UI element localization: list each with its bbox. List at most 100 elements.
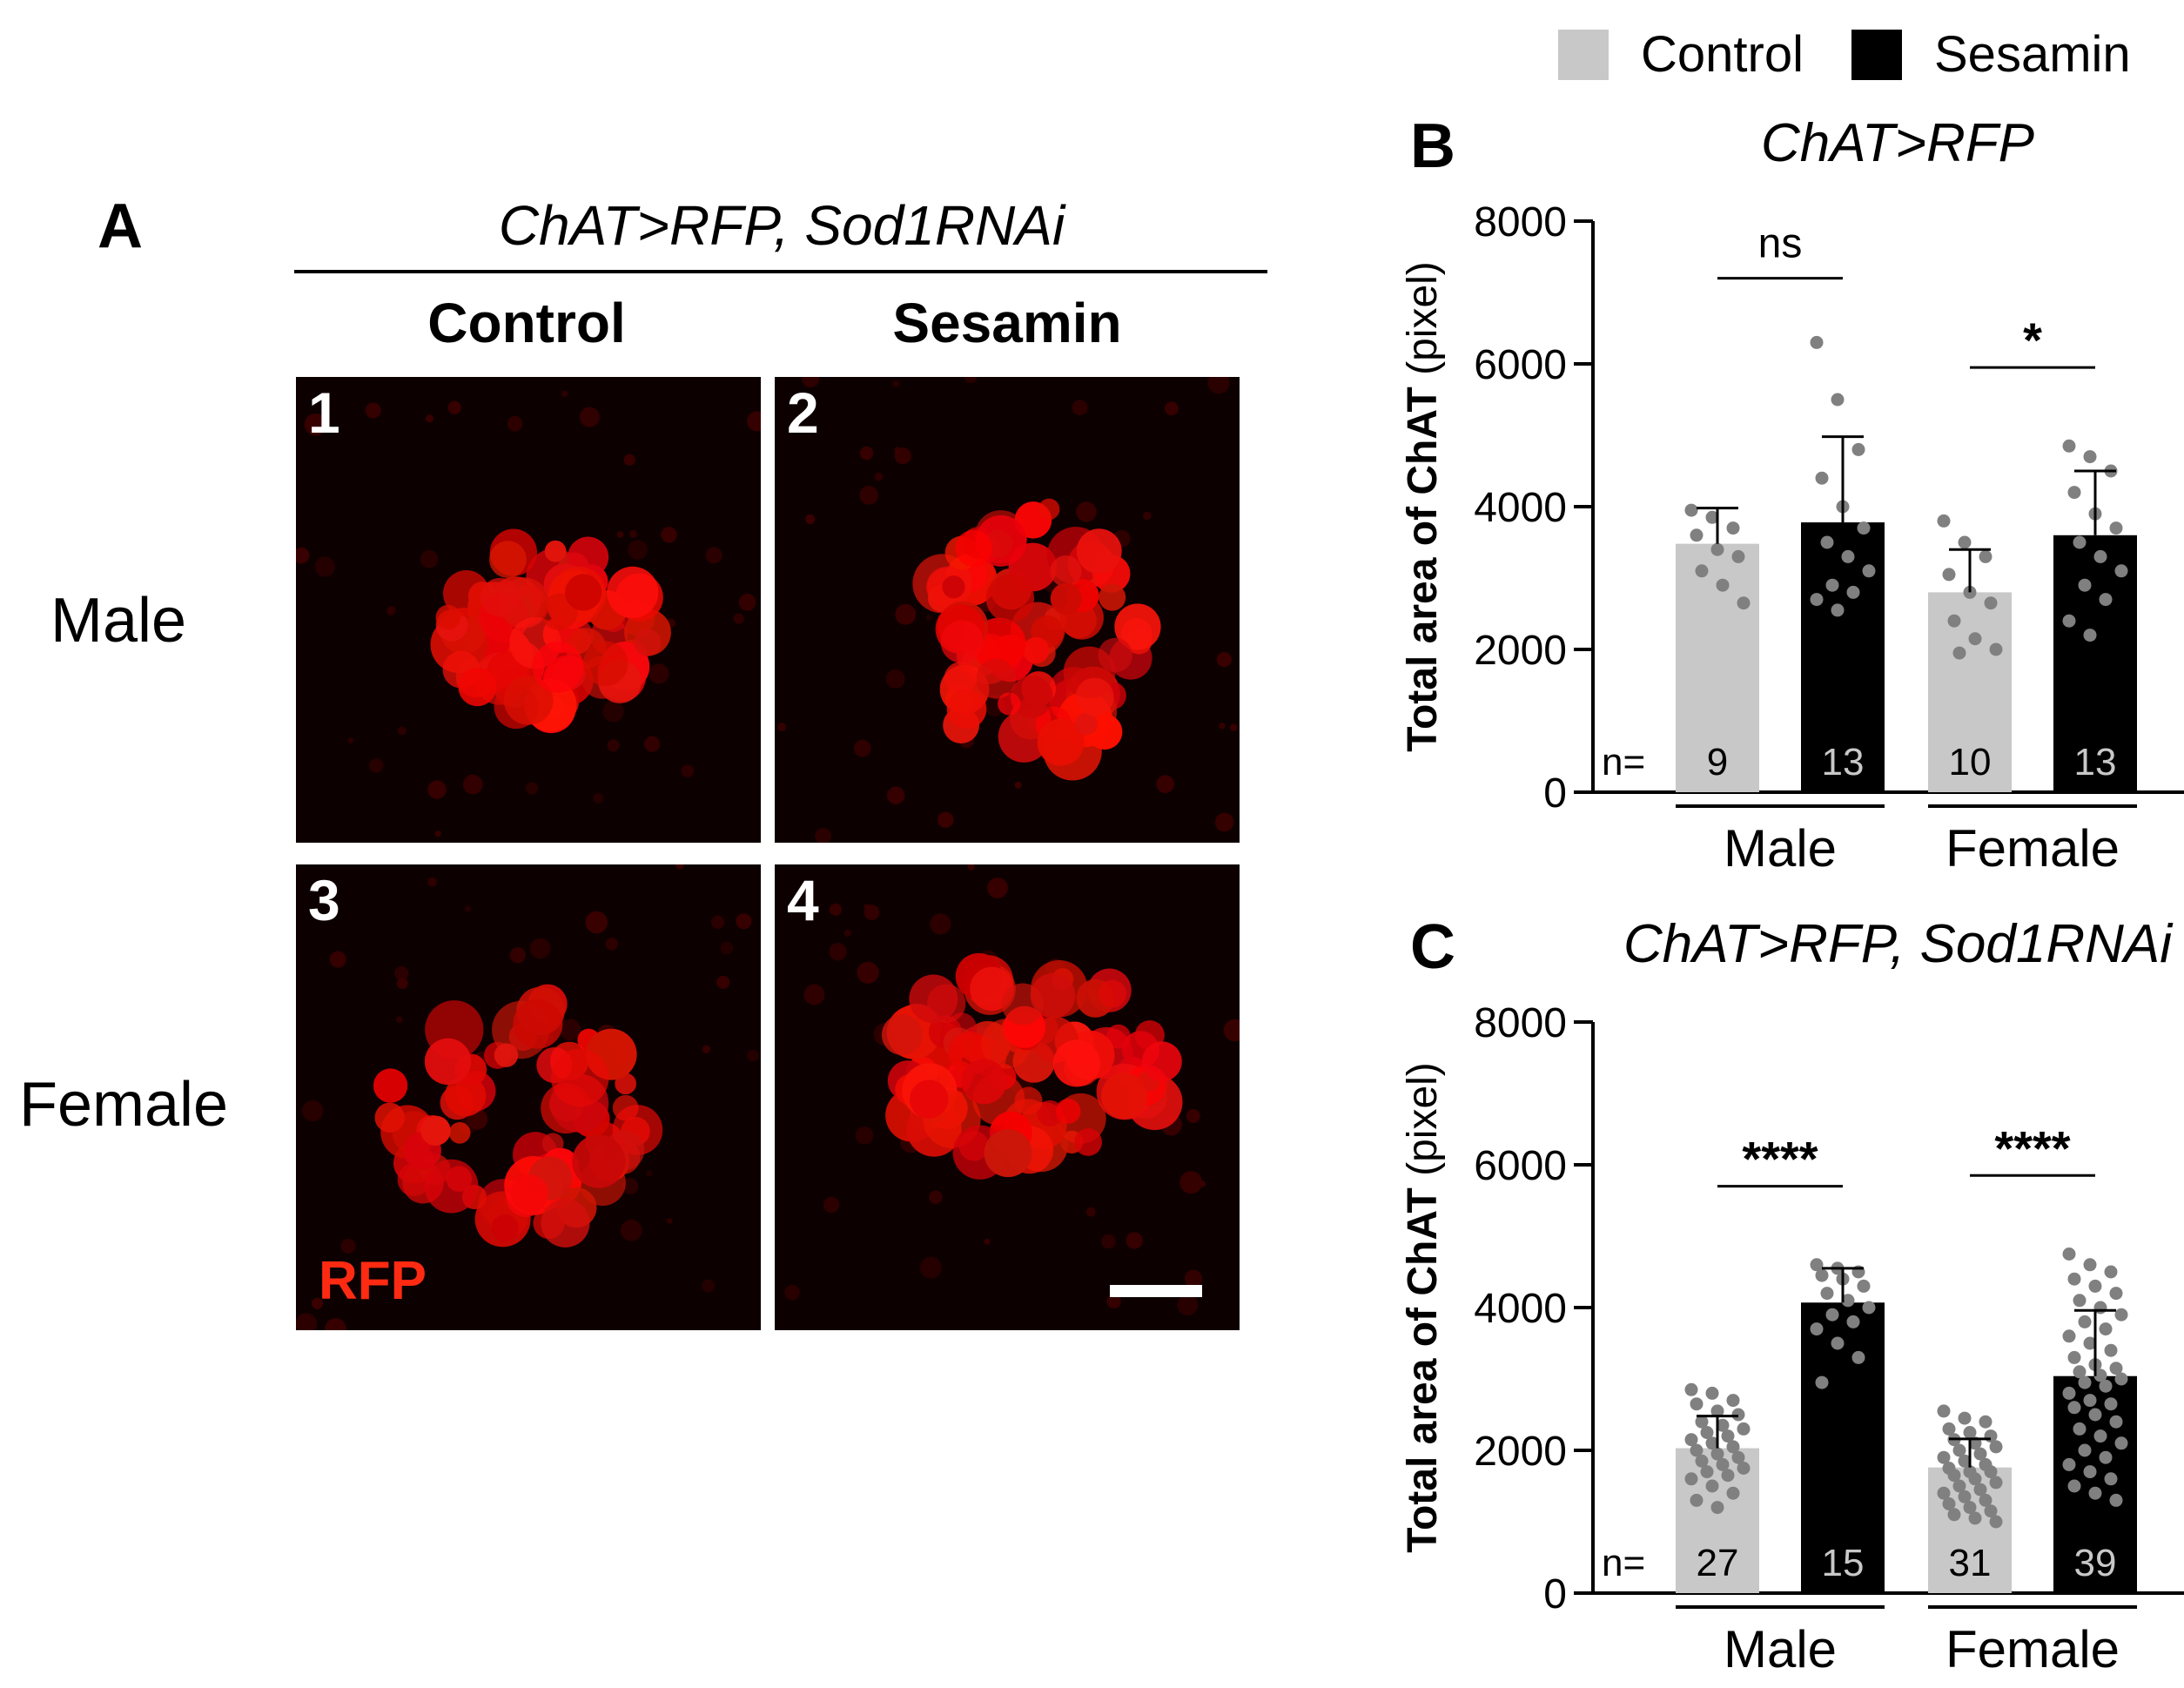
data-point <box>1726 1394 1740 1408</box>
data-point <box>2078 1375 2092 1389</box>
y-tick-label: 4000 <box>1474 485 1567 531</box>
background-speck <box>365 402 381 419</box>
n-count: 10 <box>1949 741 1992 783</box>
micrograph-male-control: 1 <box>296 377 761 843</box>
n-count: 9 <box>1707 741 1728 783</box>
data-point <box>2073 1365 2087 1379</box>
background-speck <box>857 961 879 984</box>
background-speck <box>304 413 327 436</box>
background-speck <box>736 913 752 930</box>
data-point <box>1737 1422 1751 1436</box>
x-category-label: Female <box>1945 819 2120 878</box>
data-point <box>1731 1450 1745 1464</box>
bar-sesamin <box>1801 1302 1885 1593</box>
data-point <box>2083 1394 2097 1408</box>
data-point <box>1937 1404 1951 1418</box>
data-point <box>2067 486 2081 500</box>
background-speck <box>864 904 870 910</box>
data-point <box>1731 1408 1745 1422</box>
data-point <box>1695 1454 1709 1468</box>
rfp-cell <box>881 1014 923 1056</box>
rfp-cell <box>976 658 1017 699</box>
rfp-cell <box>494 1043 519 1067</box>
data-point <box>2078 1315 2092 1328</box>
background-speck <box>1179 1171 1203 1194</box>
background-speck <box>1165 401 1179 416</box>
data-point <box>1942 1422 1956 1436</box>
background-speck <box>1101 1234 1116 1249</box>
background-speck <box>885 669 905 689</box>
image-number: 1 <box>308 380 340 445</box>
n-count: 13 <box>2074 741 2117 783</box>
rfp-cell <box>424 1038 472 1086</box>
y-tick-label: 0 <box>1543 770 1567 817</box>
data-point <box>1690 1493 1704 1507</box>
background-speck <box>561 390 568 398</box>
rfp-cell <box>1076 528 1122 575</box>
background-speck <box>394 965 409 981</box>
data-point <box>1942 568 1956 582</box>
rfp-cell <box>984 1129 1032 1178</box>
data-point <box>1989 1476 2003 1490</box>
background-speck <box>648 663 669 684</box>
data-point <box>1825 578 1839 592</box>
data-point <box>1952 1479 1966 1493</box>
panel-letter: C <box>1410 912 1455 982</box>
data-point <box>1810 1258 1824 1272</box>
data-point <box>1726 521 1740 535</box>
rfp-cell <box>443 570 490 617</box>
rfp-cell <box>448 1121 471 1144</box>
background-speck <box>984 1238 991 1245</box>
data-point <box>1820 535 1834 549</box>
rfp-cell <box>909 1079 949 1119</box>
data-point <box>2083 1258 2097 1272</box>
data-point <box>1726 1440 1740 1454</box>
background-speck <box>815 827 832 843</box>
rfp-cell <box>424 1159 479 1214</box>
data-point <box>2114 564 2128 578</box>
rfp-cell <box>1050 582 1082 615</box>
background-speck <box>447 400 461 414</box>
data-point <box>2104 1472 2118 1486</box>
data-point <box>1737 596 1751 610</box>
column-head-control: Control <box>427 292 626 354</box>
data-point <box>1705 510 1719 524</box>
y-axis-label-unit: (pixel) <box>1400 1062 1446 1187</box>
background-speck <box>579 407 600 427</box>
rfp-cell <box>1050 555 1082 588</box>
background-speck <box>747 411 761 432</box>
row-head-male: Male <box>50 586 187 656</box>
rfp-cluster-graphic <box>296 390 761 837</box>
rfp-cell <box>634 629 662 656</box>
data-point <box>1952 1443 1966 1457</box>
background-speck <box>667 1218 673 1224</box>
chart-panel-c: C ChAT>RFP, Sod1RNAi 0 2000 4000 6000 8000 Tota… <box>1400 912 2184 1678</box>
data-point <box>2078 1443 2092 1457</box>
data-point <box>1716 1418 1730 1432</box>
background-speck <box>425 414 434 423</box>
background-speck <box>829 943 847 961</box>
image-number: 2 <box>787 380 819 445</box>
rfp-cell <box>532 641 584 693</box>
background-speck <box>874 472 884 481</box>
background-speck <box>396 978 408 989</box>
data-point <box>1831 1336 1845 1350</box>
row-head-female: Female <box>19 1070 229 1140</box>
data-point <box>2083 1336 2097 1350</box>
data-point <box>2062 614 2076 628</box>
y-tick-label: 2000 <box>1474 1429 1567 1475</box>
data-point <box>2067 1272 2081 1286</box>
background-speck <box>733 613 744 624</box>
data-point <box>1721 1469 1735 1483</box>
data-point <box>2109 1287 2123 1301</box>
n-count: 31 <box>1949 1542 1992 1584</box>
data-point <box>2067 1350 2081 1364</box>
background-speck <box>559 1019 581 1041</box>
data-point <box>1984 1465 1998 1479</box>
background-speck <box>661 527 677 543</box>
y-axis-label: Total area of ChAT (pixel) <box>1400 1062 1446 1553</box>
data-point <box>1684 1433 1698 1447</box>
micrograph-female-control: 3 RFP <box>296 864 761 1330</box>
rfp-cell <box>1098 637 1133 673</box>
background-speck <box>930 913 951 935</box>
